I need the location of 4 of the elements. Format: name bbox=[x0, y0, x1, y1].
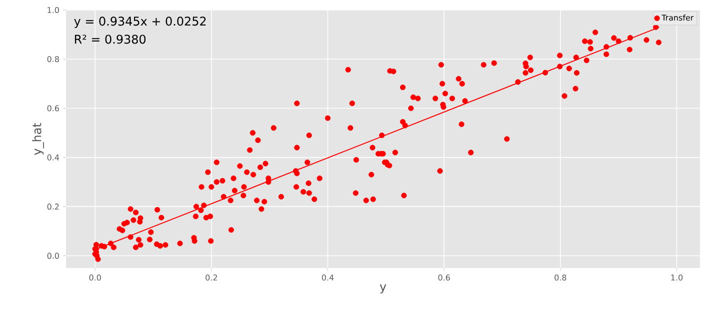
annotation: R² = 0.9380 bbox=[74, 34, 146, 44]
x-axis-title: y bbox=[380, 284, 386, 294]
y-axis-title: y_hat bbox=[32, 122, 44, 155]
annotation: y = 0.9345x + 0.0252 bbox=[74, 16, 206, 28]
